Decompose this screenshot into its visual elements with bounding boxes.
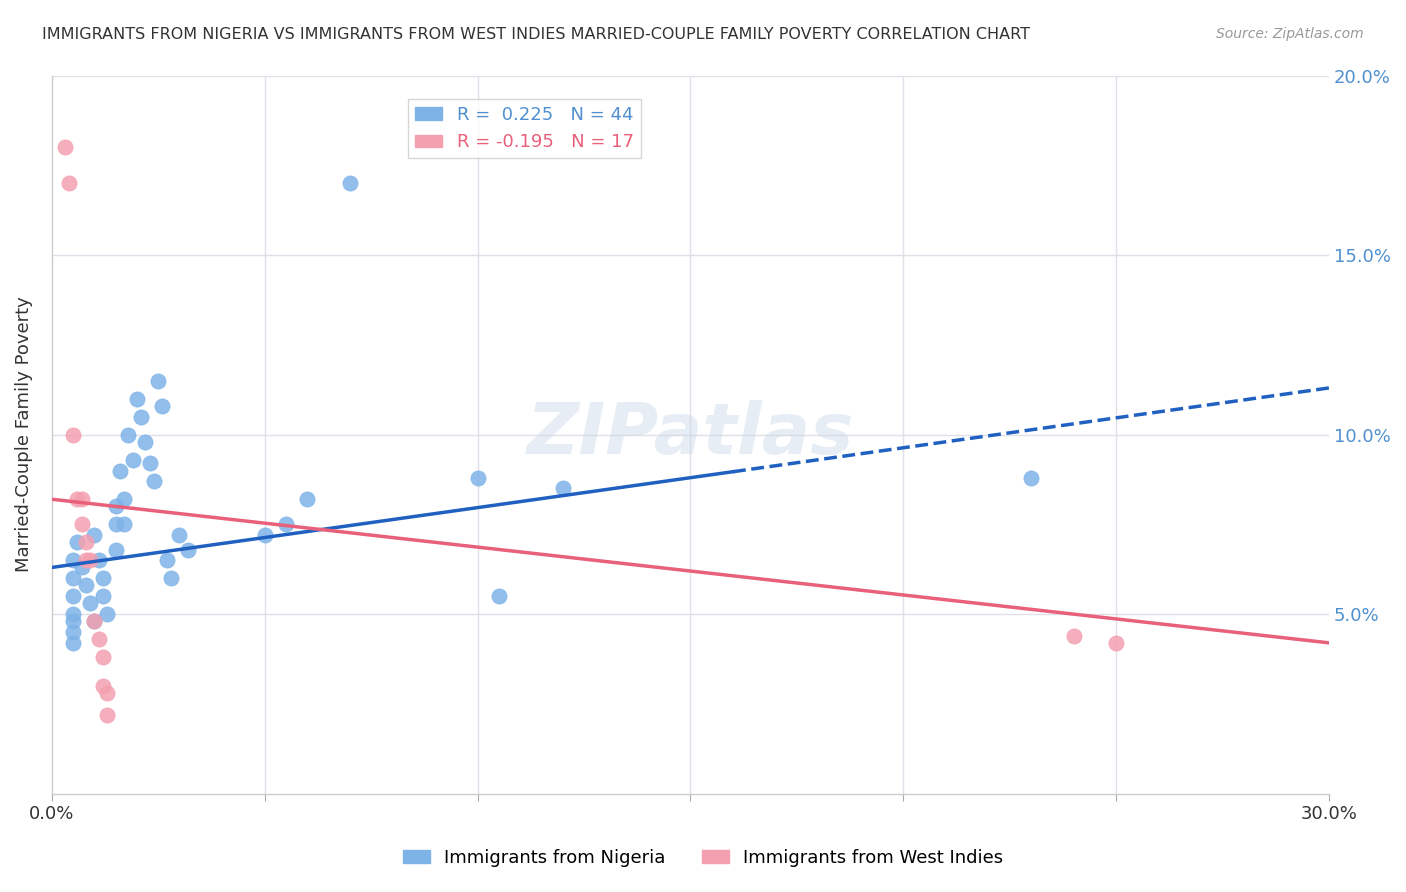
Y-axis label: Married-Couple Family Poverty: Married-Couple Family Poverty: [15, 297, 32, 573]
Point: [274, 517, 297, 532]
Point: [87, 632, 110, 647]
Point: [297, 492, 319, 507]
Point: [160, 571, 183, 585]
Point: [58, 176, 80, 190]
Point: [129, 409, 152, 424]
Point: [96, 607, 118, 621]
Text: IMMIGRANTS FROM NIGERIA VS IMMIGRANTS FROM WEST INDIES MARRIED-COUPLE FAMILY POV: IMMIGRANTS FROM NIGERIA VS IMMIGRANTS FR…: [42, 27, 1031, 42]
Point: [108, 463, 131, 477]
Point: [138, 456, 160, 470]
Point: [66, 492, 89, 507]
Point: [169, 528, 191, 542]
Point: [83, 615, 105, 629]
Point: [87, 553, 110, 567]
Text: ZIPatlas: ZIPatlas: [527, 401, 853, 469]
Point: [125, 392, 148, 406]
Point: [104, 517, 127, 532]
Point: [70, 560, 93, 574]
Point: [117, 427, 139, 442]
Point: [62, 625, 84, 640]
Point: [253, 528, 276, 542]
Point: [91, 571, 114, 585]
Point: [91, 589, 114, 603]
Point: [1019, 471, 1042, 485]
Point: [142, 475, 165, 489]
Point: [339, 176, 361, 190]
Point: [62, 636, 84, 650]
Point: [75, 578, 97, 592]
Point: [75, 553, 97, 567]
Point: [1063, 629, 1085, 643]
Point: [70, 517, 93, 532]
Point: [177, 542, 200, 557]
Point: [104, 500, 127, 514]
Point: [79, 553, 101, 567]
Point: [148, 374, 170, 388]
Point: [112, 492, 135, 507]
Point: [66, 535, 89, 549]
Point: [121, 452, 143, 467]
Point: [112, 517, 135, 532]
Point: [75, 535, 97, 549]
Point: [488, 589, 510, 603]
Point: [551, 482, 574, 496]
Point: [467, 471, 489, 485]
Point: [79, 596, 101, 610]
Point: [83, 528, 105, 542]
Point: [134, 434, 156, 449]
Legend: R =  0.225   N = 44, R = -0.195   N = 17: R = 0.225 N = 44, R = -0.195 N = 17: [408, 99, 641, 159]
Point: [96, 686, 118, 700]
Point: [62, 607, 84, 621]
Point: [152, 399, 174, 413]
Point: [91, 650, 114, 665]
Point: [1105, 636, 1128, 650]
Point: [62, 589, 84, 603]
Point: [62, 615, 84, 629]
Point: [53, 140, 76, 154]
Point: [62, 571, 84, 585]
Point: [83, 615, 105, 629]
Point: [62, 553, 84, 567]
Point: [96, 707, 118, 722]
Point: [156, 553, 179, 567]
Text: Source: ZipAtlas.com: Source: ZipAtlas.com: [1216, 27, 1364, 41]
Point: [62, 427, 84, 442]
Point: [70, 492, 93, 507]
Point: [104, 542, 127, 557]
Point: [91, 679, 114, 693]
Legend: Immigrants from Nigeria, Immigrants from West Indies: Immigrants from Nigeria, Immigrants from…: [395, 842, 1011, 874]
